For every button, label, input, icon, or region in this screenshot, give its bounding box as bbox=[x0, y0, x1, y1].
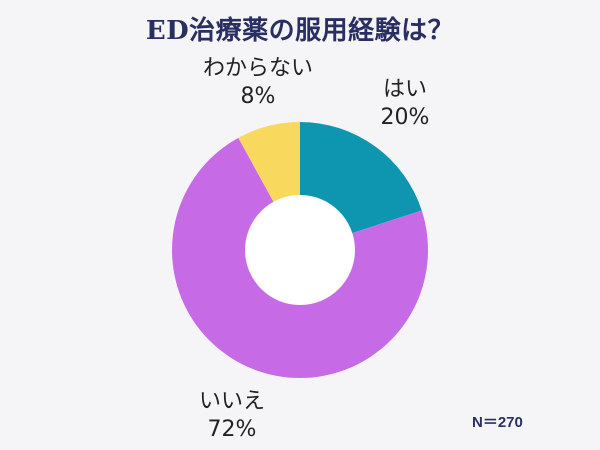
slice-label-name: いいえ bbox=[198, 389, 265, 414]
chart-title: ED治療薬の服用経験は？ bbox=[145, 16, 455, 46]
slice-label-iie: いいえ 72% bbox=[182, 388, 282, 443]
slice-label-wakaranai: わからない 8% bbox=[188, 55, 328, 110]
slice-label-hai: はい 20% bbox=[368, 76, 442, 131]
slice-label-name: わからない bbox=[202, 56, 313, 81]
slice-label-value: 20% bbox=[380, 104, 430, 130]
slice-label-name: はい bbox=[382, 77, 427, 102]
donut-hole bbox=[245, 195, 355, 305]
slice-label-value: 8% bbox=[240, 83, 276, 109]
slice-label-value: 72% bbox=[207, 416, 257, 442]
sample-size-note: N＝270 bbox=[472, 414, 523, 431]
